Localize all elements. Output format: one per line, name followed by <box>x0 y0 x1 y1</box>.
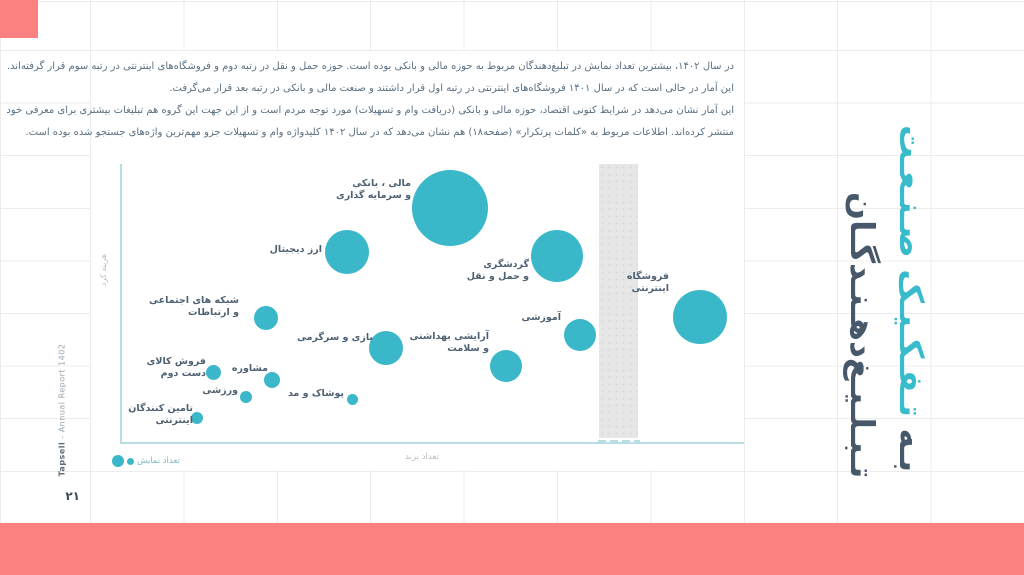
industry-bubble-label: آرایشی بهداشتی و سلامت <box>409 331 489 354</box>
industry-bubble <box>346 394 358 406</box>
industry-bubble-label: بازی و سرگرمی <box>296 332 373 343</box>
industry-bubble-label: مالی ، بانکی و سرمایه گذاری <box>336 178 411 201</box>
paragraph-line: در سال ۱۴۰۲، بیشترین تعداد نمایش در تبلی… <box>6 61 734 72</box>
highlight-band-dashes <box>598 440 640 444</box>
industry-bubble <box>490 349 522 382</box>
chart-legend: تعداد نمایش <box>112 452 183 470</box>
x-axis-label: تعداد برند <box>405 452 439 462</box>
highlight-band <box>599 164 638 438</box>
industry-bubble <box>564 319 597 352</box>
page-title-word-advertisers: تـبـلـیـغ‌دهـنـدگـان <box>843 191 882 478</box>
industry-bubble-label: شبکه های اجتماعی و ارتباطات <box>149 295 239 318</box>
industry-bubble-label: گردشگری و حمل و نقل <box>466 259 529 282</box>
industry-bubble-label: آموزشی <box>521 312 561 323</box>
industry-bubble <box>368 330 403 365</box>
intro-paragraph: در سال ۱۴۰۲، بیشترین تعداد نمایش در تبلی… <box>6 56 734 144</box>
industry-bubble <box>206 364 222 380</box>
industry-bubble-label: تامین کنندگان اینترنتی <box>128 403 193 426</box>
industry-bubble <box>411 170 488 247</box>
legend-bubble-small-icon <box>127 457 134 465</box>
legend-label: تعداد نمایش <box>137 456 180 466</box>
bottom-accent-bar <box>0 523 1024 575</box>
title-part-dark: بـه <box>892 416 931 472</box>
report-name: - Annual Report 1402 <box>57 343 67 442</box>
industry-bubble <box>240 391 253 404</box>
industry-bubble <box>254 305 279 330</box>
industry-bubble-label: ارز دیجیتال <box>269 244 322 255</box>
page-number: ۲۱ <box>65 489 80 503</box>
industry-bubble <box>191 411 203 424</box>
industry-bubble <box>531 229 584 282</box>
industry-bubble-label: مشاوره <box>231 363 268 374</box>
industry-bubble-label: ورزشی <box>202 385 238 396</box>
industry-bubble <box>325 230 370 274</box>
paragraph-line: این آمار در حالی است که در سال ۱۴۰۱ فروش… <box>169 83 734 94</box>
industry-bubble-label: فروشگاه اینترنتی <box>626 271 669 294</box>
paragraph-line: این آمار نشان می‌دهد در شرایط کنونی اقتص… <box>6 105 734 116</box>
paragraph-line: منتشر کرده‌اند. اطلاعات مربوط به «کلمات … <box>25 127 734 138</box>
industry-bubble <box>672 290 727 345</box>
industry-bubble <box>263 371 280 388</box>
title-part-teal: تـفـکـیـک صـنـعـت <box>892 124 931 417</box>
x-axis-line <box>120 442 744 444</box>
industry-bubble-label: فروش کالای دست دوم <box>146 356 206 379</box>
y-axis-line <box>120 164 122 444</box>
brand-name: Tapsell <box>57 441 67 477</box>
page-title-word-by-industry: بـه تـفـکـیـک صـنـعـت <box>892 48 931 472</box>
corner-accent-square <box>0 0 38 38</box>
legend-bubble-large-icon <box>112 455 124 467</box>
industry-bubble-label: پوشاک و مد <box>287 388 344 399</box>
